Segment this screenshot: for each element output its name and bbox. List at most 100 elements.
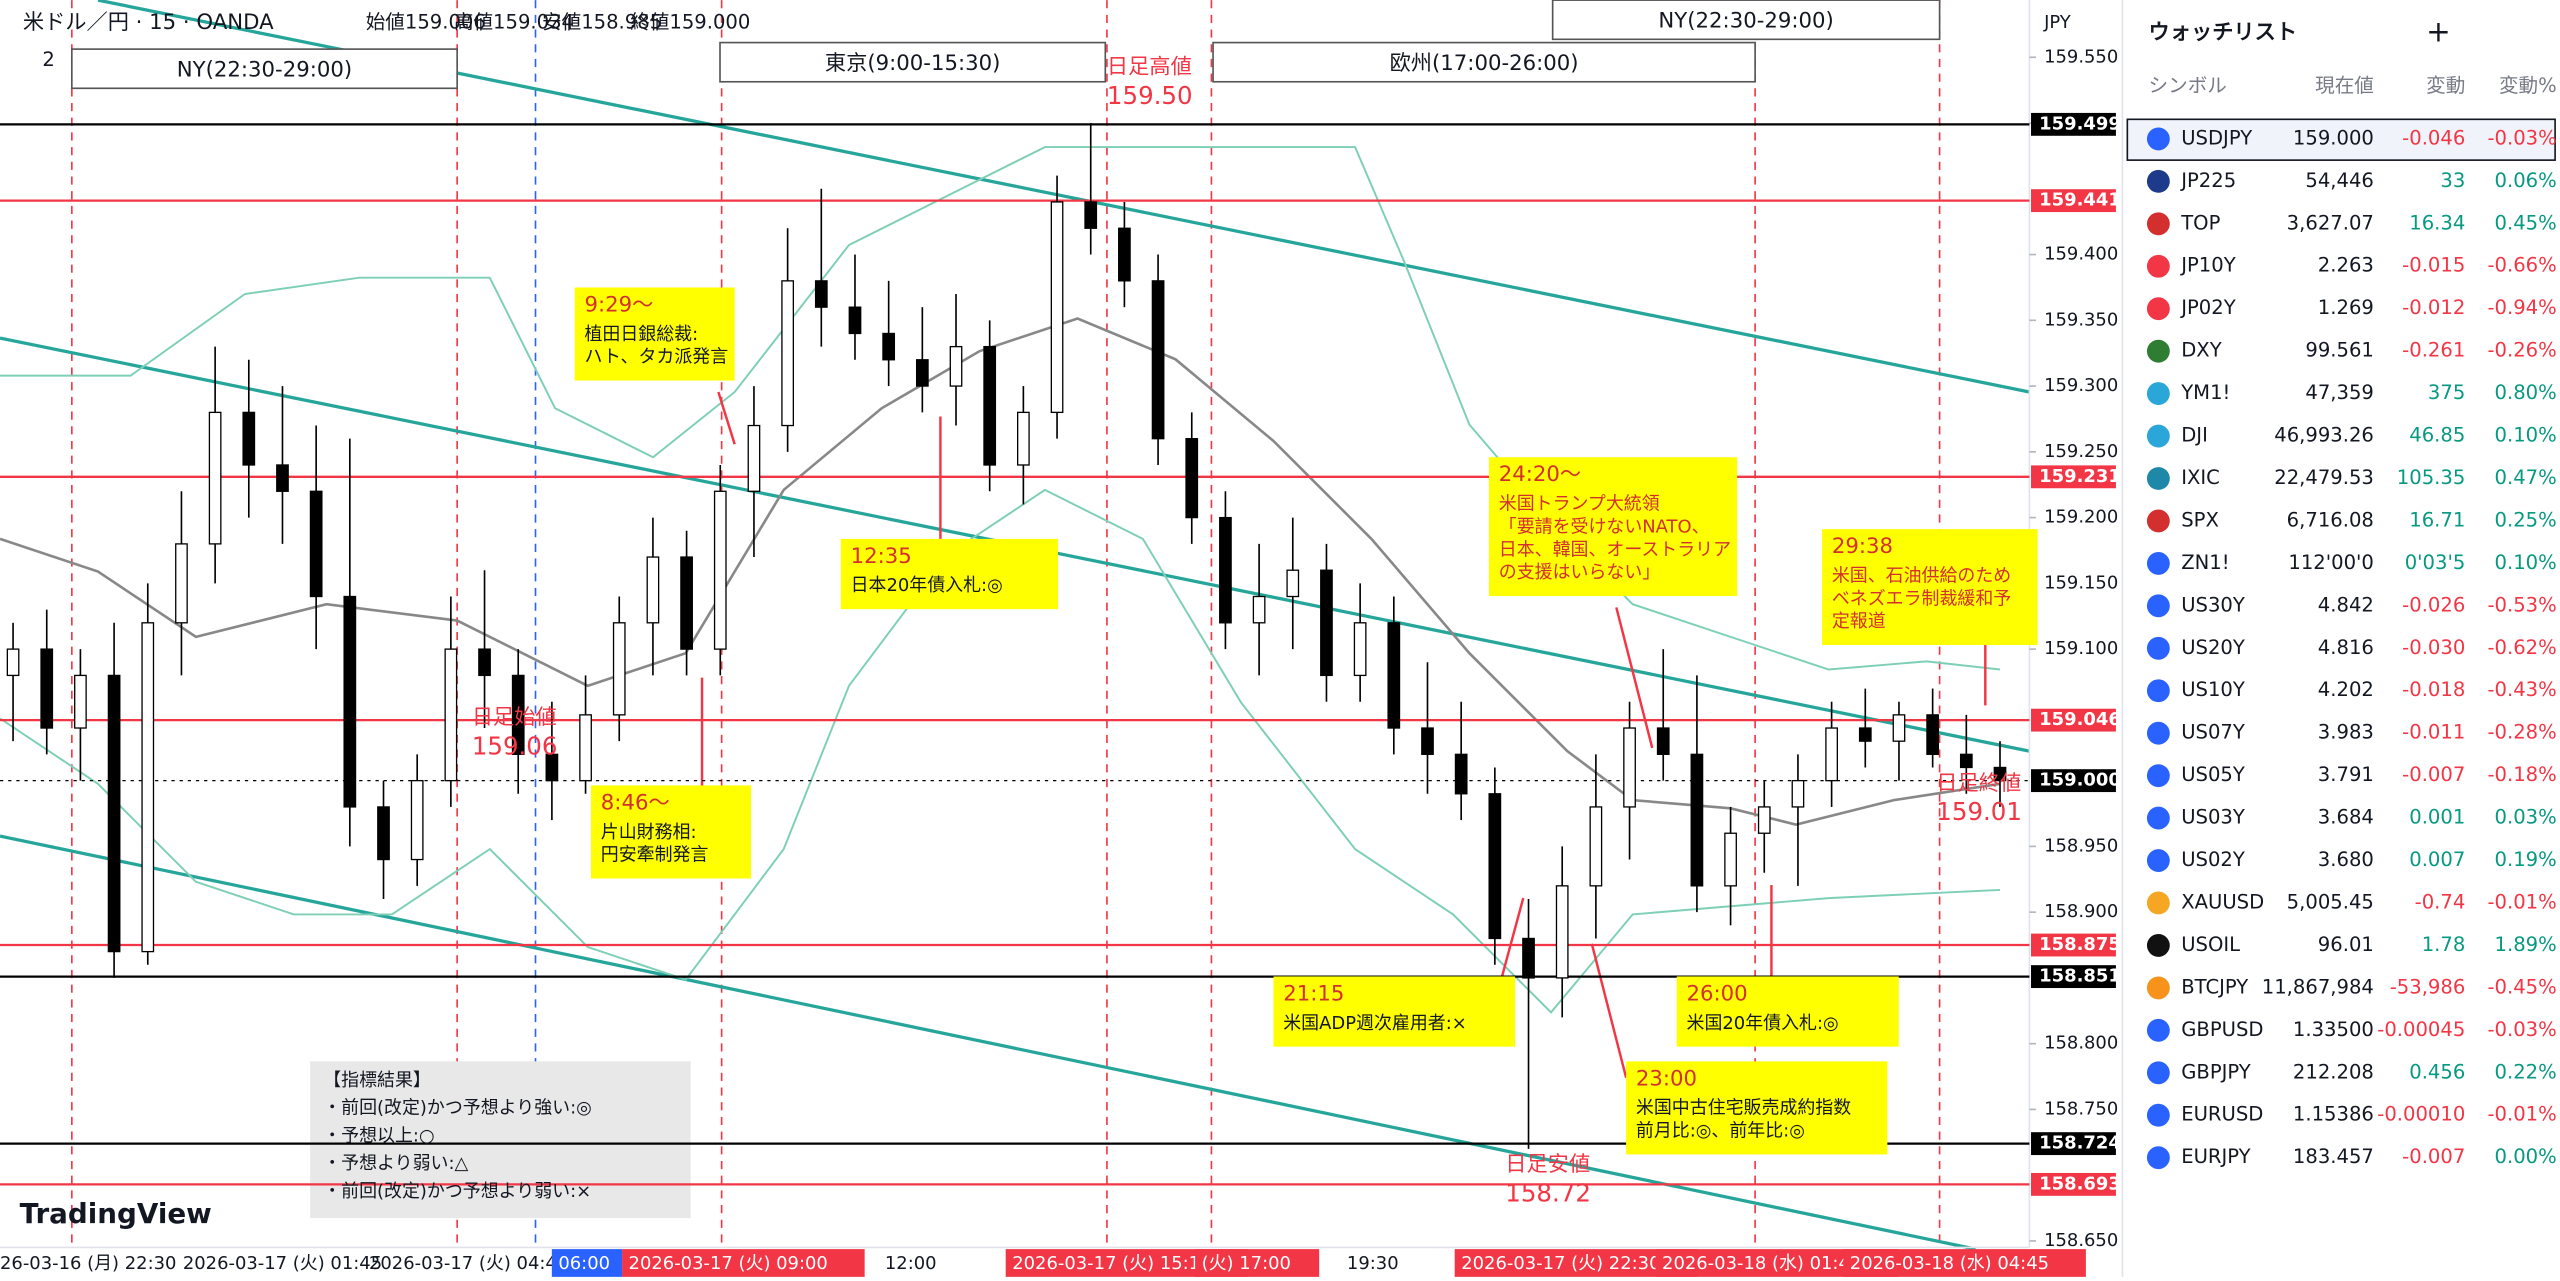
change: 1.78 — [2422, 933, 2466, 956]
annotation-text: ベネズエラ制裁緩和予 — [1832, 588, 2011, 609]
interval-badge[interactable]: 2 — [42, 48, 54, 71]
arrows — [700, 391, 1987, 1078]
candle-body — [1724, 832, 1737, 887]
change-pct: -0.45% — [2487, 975, 2556, 998]
candle-body — [1387, 622, 1401, 729]
candle-body — [1690, 753, 1704, 887]
candle-body — [1959, 753, 1973, 769]
legend-box — [310, 1061, 691, 1219]
selected-row[interactable] — [2126, 118, 2556, 161]
change-pct: -0.03% — [2487, 126, 2556, 149]
price: 3.684 — [2318, 806, 2374, 829]
annotation-text: 9:29～ — [584, 292, 653, 317]
change-pct: 0.03% — [2495, 806, 2557, 829]
low: 安値158.985 — [542, 10, 662, 33]
candle-body — [612, 622, 626, 716]
time-highlight — [1195, 1249, 1320, 1277]
y-tick-label: 158.750 — [2044, 1098, 2118, 1119]
symbol[interactable]: 米ドル／円 · 15 · OANDA — [23, 10, 274, 35]
column-header: シンボル — [2149, 74, 2227, 97]
change: -0.026 — [2402, 593, 2465, 616]
symbol[interactable]: EURJPY — [2181, 1145, 2250, 1168]
symbol[interactable]: JP10Y — [2179, 254, 2235, 277]
annotation-text: 12:35 — [851, 544, 912, 569]
change: -0.015 — [2402, 254, 2465, 277]
session-box — [719, 41, 1107, 83]
candle-body — [1892, 714, 1906, 742]
symbol-icon — [2146, 721, 2170, 745]
price-label: 158.724 — [2039, 1133, 2121, 1154]
symbol[interactable]: US10Y — [2181, 678, 2245, 701]
annotation-box — [1676, 976, 1899, 1047]
symbol[interactable]: SPX — [2181, 508, 2219, 531]
symbol-icon — [2146, 934, 2170, 957]
symbol[interactable]: JP225 — [2179, 169, 2236, 192]
change-pct: -0.53% — [2487, 593, 2556, 616]
price-label-box — [2031, 965, 2116, 989]
arrow — [1615, 607, 1654, 749]
annotation-text: 「要請を受けないNATO、 — [1499, 516, 1710, 537]
y-tick-label: 159.100 — [2044, 638, 2118, 659]
price-label: 158.851 — [2039, 966, 2121, 987]
symbol[interactable]: IXIC — [2181, 466, 2220, 489]
open: 始値159.006 — [366, 10, 486, 33]
symbol[interactable]: TOP — [2180, 211, 2220, 234]
candle-body — [444, 648, 458, 782]
candle-body — [1421, 727, 1434, 755]
annotation-text: 日本20年債入札:◎ — [851, 575, 1003, 596]
symbol-icon — [2146, 424, 2170, 448]
candle-body — [1219, 516, 1232, 624]
symbol[interactable]: YM1! — [2180, 381, 2230, 404]
change-pct: 0.10% — [2495, 424, 2557, 447]
symbol[interactable]: XAUUSD — [2181, 890, 2264, 913]
annotation-text: 23:00 — [1636, 1066, 1697, 1091]
symbol[interactable]: EURUSD — [2181, 1103, 2263, 1126]
candle-body — [1522, 937, 1535, 979]
change-pct: -0.94% — [2487, 296, 2556, 319]
symbol[interactable]: US20Y — [2181, 636, 2245, 659]
candle-body — [141, 622, 155, 953]
symbol[interactable]: BTCJPY — [2181, 975, 2248, 998]
time-label: (火) 17:00 — [1202, 1253, 1291, 1274]
symbol[interactable]: USDJPY — [2181, 126, 2252, 149]
candle-body — [1488, 793, 1502, 940]
symbol[interactable]: GBPUSD — [2181, 1018, 2263, 1041]
annotation-text: 片山財務相: — [601, 822, 697, 843]
symbol[interactable]: ZN1! — [2181, 551, 2229, 574]
annotation-text: 26:00 — [1687, 981, 1748, 1006]
add-button[interactable]: + — [2426, 14, 2451, 48]
price-label: 159.231 — [2039, 466, 2121, 487]
change: 0'03'5 — [2405, 551, 2466, 574]
candle-body — [175, 543, 188, 624]
channel-line — [0, 834, 1976, 1251]
price: 183.457 — [2293, 1145, 2374, 1168]
symbol[interactable]: US03Y — [2181, 806, 2245, 829]
time-label: 26-03-16 (月) 22:30 — [0, 1253, 176, 1274]
change-pct: -0.03% — [2487, 1018, 2556, 1041]
candle-body — [242, 411, 256, 466]
symbol[interactable]: DJI — [2181, 424, 2208, 447]
symbol[interactable]: US07Y — [2181, 721, 2245, 744]
symbol[interactable]: JP02Y — [2179, 296, 2235, 319]
time-label: 2026-03-17 (火) 09:00 — [629, 1253, 828, 1274]
change: -0.011 — [2402, 721, 2465, 744]
candle-body — [882, 332, 896, 361]
daily-value: 158.72 — [1505, 1179, 1591, 1208]
annotation-text: 米国トランプ大統領 — [1499, 494, 1660, 515]
watchlist-title[interactable]: ウォッチリスト — [2149, 20, 2298, 45]
change: 0.001 — [2409, 806, 2465, 829]
symbol[interactable]: US05Y — [2181, 763, 2245, 786]
symbol[interactable]: DXY — [2181, 339, 2221, 362]
candle-body — [1353, 622, 1367, 677]
symbol[interactable]: US30Y — [2181, 593, 2245, 616]
upper-band — [0, 146, 2001, 671]
candle-body — [1926, 714, 1940, 755]
symbol[interactable]: GBPJPY — [2181, 1060, 2251, 1083]
candle-body — [579, 714, 592, 782]
candle-body — [949, 345, 963, 387]
symbol[interactable]: US02Y — [2181, 848, 2245, 871]
change: 0.456 — [2409, 1060, 2465, 1083]
symbol[interactable]: USOIL — [2181, 933, 2240, 956]
currency[interactable]: JPY — [2043, 12, 2071, 33]
